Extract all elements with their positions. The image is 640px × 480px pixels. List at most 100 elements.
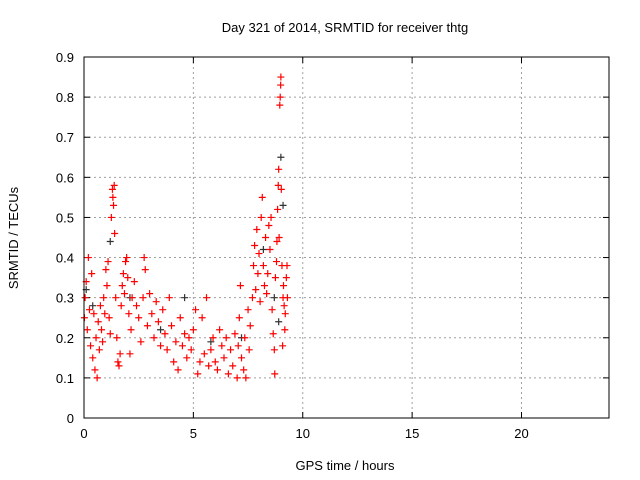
x-tick-label: 10 <box>296 426 310 441</box>
data-point-primary <box>246 322 254 330</box>
y-tick-label: 0.9 <box>56 50 74 65</box>
data-point-primary <box>90 310 98 318</box>
data-point-primary <box>85 306 93 314</box>
data-point-primary <box>114 358 122 366</box>
data-point-primary <box>277 73 285 81</box>
data-point-primary <box>99 338 107 346</box>
data-point-primary <box>283 294 291 302</box>
data-point-primary <box>105 314 113 322</box>
data-point-primary <box>135 314 143 322</box>
y-tick-label: 0.4 <box>56 251 74 266</box>
data-point-primary <box>165 294 173 302</box>
data-point-primary <box>112 294 120 302</box>
data-point-primary <box>233 374 241 382</box>
data-point-primary <box>161 330 169 338</box>
data-point-secondary <box>259 246 267 254</box>
data-point-primary <box>263 290 271 298</box>
data-point-secondary <box>207 338 215 346</box>
data-point-primary <box>235 314 243 322</box>
data-point-primary <box>126 350 134 358</box>
data-point-primary <box>216 326 224 334</box>
data-point-primary <box>108 185 116 193</box>
data-point-primary <box>256 298 264 306</box>
data-point-primary <box>176 314 184 322</box>
data-point-primary <box>124 274 132 282</box>
data-point-primary <box>172 338 180 346</box>
y-tick-label: 0.8 <box>56 90 74 105</box>
data-point-primary <box>89 354 97 362</box>
x-tick-label: 20 <box>514 426 528 441</box>
data-point-primary <box>107 213 115 221</box>
data-point-primary <box>127 326 135 334</box>
data-point-primary <box>92 334 100 342</box>
data-point-primary <box>119 270 127 278</box>
data-point-primary <box>240 366 248 374</box>
data-point-primary <box>260 282 268 290</box>
data-point-secondary <box>89 302 97 310</box>
y-tick-label: 0.2 <box>56 331 74 346</box>
data-point-primary <box>231 330 239 338</box>
data-point-primary <box>275 234 283 241</box>
data-point-primary <box>123 254 131 262</box>
data-point-primary <box>137 338 145 346</box>
data-point-primary <box>113 334 121 342</box>
data-point-secondary <box>279 201 287 209</box>
data-point-primary <box>211 358 219 366</box>
data-point-secondary <box>270 294 278 302</box>
data-point-primary <box>236 282 244 290</box>
data-point-primary <box>125 310 133 318</box>
data-point-primary <box>128 294 136 302</box>
data-point-primary <box>168 322 175 330</box>
data-point-primary <box>250 262 258 270</box>
data-point-primary <box>283 262 291 270</box>
data-point-primary <box>267 213 275 221</box>
data-point-primary <box>241 334 249 342</box>
data-point-primary <box>104 258 112 266</box>
data-point-primary <box>280 282 287 290</box>
x-tick-label: 0 <box>80 426 87 441</box>
data-point-secondary <box>275 318 283 326</box>
y-tick-label: 0.5 <box>56 210 74 225</box>
data-point-primary <box>130 278 138 286</box>
data-point-primary <box>279 342 287 350</box>
data-point-primary <box>157 342 165 350</box>
data-point-primary <box>83 326 91 334</box>
data-point-primary <box>245 346 253 354</box>
data-point-primary <box>271 274 279 282</box>
data-point-primary <box>224 370 232 378</box>
data-point-primary <box>102 266 110 274</box>
data-point-primary <box>203 294 210 302</box>
data-point-primary <box>110 181 118 189</box>
data-point-primary <box>154 318 162 326</box>
x-tick-label: 15 <box>405 426 419 441</box>
data-point-primary <box>281 310 289 318</box>
data-point-primary <box>258 193 266 201</box>
data-point-primary <box>229 362 237 370</box>
data-point-primary <box>269 330 277 338</box>
y-tick-label: 0.3 <box>56 291 74 306</box>
data-point-primary <box>139 294 147 302</box>
data-point-primary <box>150 334 158 342</box>
data-point-primary <box>220 354 228 362</box>
data-point-primary <box>194 370 202 378</box>
data-point-primary <box>117 302 125 310</box>
data-point-secondary <box>277 153 285 161</box>
data-point-primary <box>274 181 282 189</box>
data-point-primary <box>281 326 289 334</box>
data-point-primary <box>274 205 282 213</box>
data-point-primary <box>273 238 281 246</box>
data-point-primary <box>95 346 103 354</box>
data-point-primary <box>84 254 92 262</box>
data-point-primary <box>205 362 213 370</box>
data-point-primary <box>148 310 156 318</box>
data-point-primary <box>181 330 189 338</box>
data-point-primary <box>174 366 182 374</box>
data-point-primary <box>170 358 178 366</box>
data-point-primary <box>242 374 250 382</box>
data-point-primary <box>103 282 111 290</box>
points <box>80 73 291 382</box>
data-point-primary <box>248 294 256 302</box>
data-point-primary <box>143 322 151 330</box>
data-point-primary <box>152 298 160 306</box>
data-point-primary <box>264 270 272 278</box>
